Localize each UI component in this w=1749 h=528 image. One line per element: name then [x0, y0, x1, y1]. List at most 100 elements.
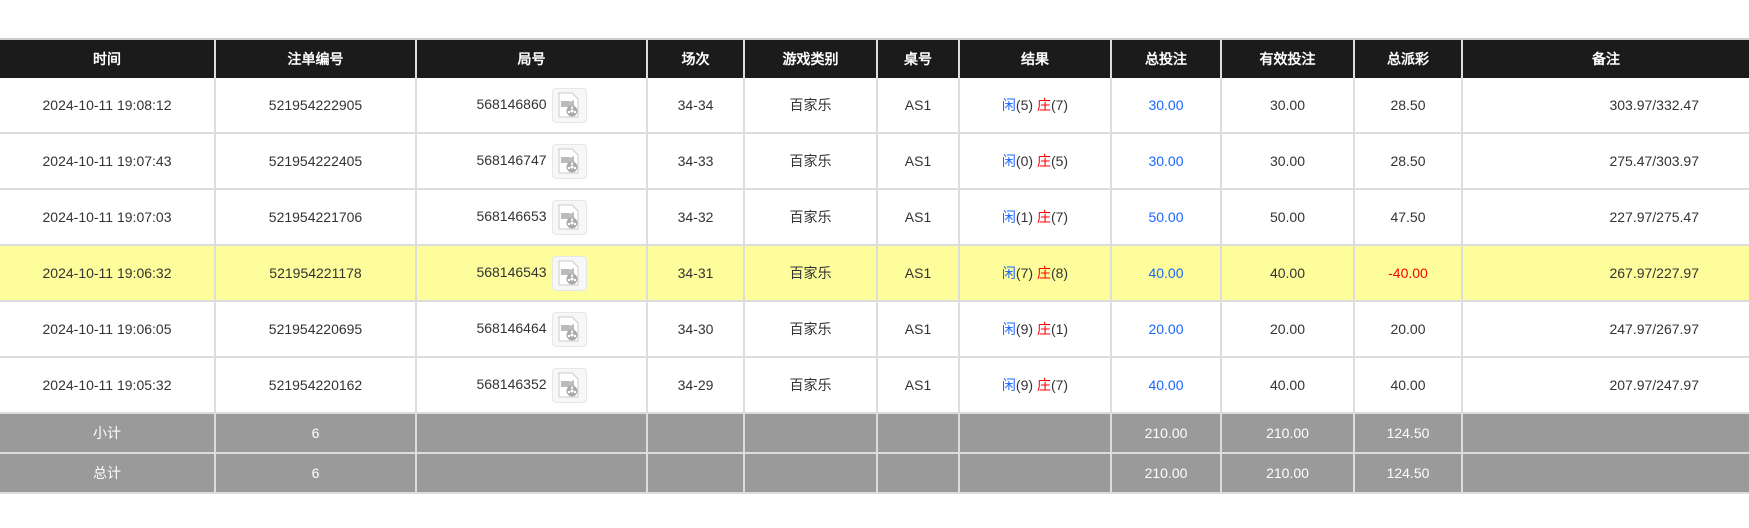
bet-records-table: 时间 注单编号 局号 场次 游戏类别 桌号 结果 总投注 有效投注 总派彩 备注 2024-10-1…	[0, 38, 1749, 494]
table-row: 2024-10-11 19:07:03 521954221706 5681466…	[0, 189, 1749, 246]
table-number: AS1	[876, 78, 959, 134]
video-replay-icon[interactable]	[551, 143, 587, 179]
round-cell: 568146653	[415, 189, 647, 246]
game-type: 百家乐	[743, 78, 877, 134]
round-number: 568146464	[476, 319, 547, 336]
table-number: AS1	[876, 357, 959, 414]
banker-points: (5)	[1050, 153, 1069, 169]
column-header-bet-id: 注单编号	[214, 38, 416, 78]
game-type: 百家乐	[743, 189, 877, 246]
banker-label: 庄	[1036, 153, 1051, 169]
table-number: AS1	[876, 301, 959, 358]
player-points: (9)	[1015, 321, 1034, 337]
player-points: (7)	[1015, 265, 1034, 281]
bet-time: 2024-10-11 19:06:32	[0, 245, 215, 302]
valid-bet: 30.00	[1220, 78, 1354, 134]
game-type: 百家乐	[743, 357, 877, 414]
column-header-round: 局号	[415, 38, 647, 78]
total-bet: 30.00	[1110, 133, 1221, 190]
bet-id: 521954220162	[214, 357, 416, 414]
player-label: 闲	[1001, 265, 1016, 281]
banker-points: (7)	[1050, 97, 1069, 113]
game-type: 百家乐	[743, 133, 877, 190]
shoe: 34-33	[646, 133, 744, 190]
video-replay-icon[interactable]	[551, 255, 587, 291]
summary-total-bet: 210.00	[1110, 413, 1221, 454]
round-number: 568146543	[476, 263, 547, 280]
banker-points: (1)	[1050, 321, 1069, 337]
column-header-payout: 总派彩	[1353, 38, 1462, 78]
round-cell: 568146464	[415, 301, 647, 358]
summary-label: 总计	[0, 453, 215, 494]
bet-time: 2024-10-11 19:05:32	[0, 357, 215, 414]
bet-time: 2024-10-11 19:07:03	[0, 189, 215, 246]
result: 闲(1) 庄(7)	[958, 189, 1111, 246]
bet-id: 521954222405	[214, 133, 416, 190]
remark: 267.97/227.97	[1461, 245, 1749, 302]
round-cell: 568146543	[415, 245, 647, 302]
column-header-shoe: 场次	[646, 38, 744, 78]
banker-label: 庄	[1036, 377, 1051, 393]
remark: 227.97/275.47	[1461, 189, 1749, 246]
round-cell: 568146352	[415, 357, 647, 414]
result: 闲(9) 庄(1)	[958, 301, 1111, 358]
video-replay-icon[interactable]	[551, 367, 587, 403]
bet-time: 2024-10-11 19:06:05	[0, 301, 215, 358]
payout: 28.50	[1353, 133, 1462, 190]
remark: 207.97/247.97	[1461, 357, 1749, 414]
total-bet: 50.00	[1110, 189, 1221, 246]
column-header-result: 结果	[958, 38, 1111, 78]
bet-time: 2024-10-11 19:08:12	[0, 78, 215, 134]
round-cell: 568146860	[415, 78, 647, 134]
player-label: 闲	[1001, 321, 1016, 337]
game-type: 百家乐	[743, 245, 877, 302]
table-row: 2024-10-11 19:05:32 521954220162 5681463…	[0, 357, 1749, 414]
bet-id: 521954220695	[214, 301, 416, 358]
table-row: 2024-10-11 19:08:12 521954222905 5681468…	[0, 78, 1749, 134]
game-type: 百家乐	[743, 301, 877, 358]
video-replay-icon[interactable]	[551, 311, 587, 347]
player-points: (0)	[1015, 153, 1034, 169]
player-label: 闲	[1001, 377, 1016, 393]
player-points: (5)	[1015, 97, 1034, 113]
column-header-remark: 备注	[1461, 38, 1749, 78]
total-bet: 40.00	[1110, 245, 1221, 302]
banker-label: 庄	[1036, 321, 1051, 337]
video-replay-icon[interactable]	[551, 87, 587, 123]
result: 闲(5) 庄(7)	[958, 78, 1111, 134]
shoe: 34-32	[646, 189, 744, 246]
banker-label: 庄	[1036, 209, 1051, 225]
video-replay-icon[interactable]	[551, 199, 587, 235]
remark: 247.97/267.97	[1461, 301, 1749, 358]
shoe: 34-30	[646, 301, 744, 358]
summary-label: 小计	[0, 413, 215, 454]
bet-id: 521954221706	[214, 189, 416, 246]
valid-bet: 40.00	[1220, 245, 1354, 302]
round-number: 568146860	[476, 95, 547, 112]
summary-valid-bet: 210.00	[1220, 413, 1354, 454]
total-bet: 40.00	[1110, 357, 1221, 414]
table-number: AS1	[876, 133, 959, 190]
banker-points: (8)	[1050, 265, 1069, 281]
round-number: 568146352	[476, 375, 547, 392]
payout: 28.50	[1353, 78, 1462, 134]
summary-payout: 124.50	[1353, 453, 1462, 494]
table-row: 2024-10-11 19:06:32 521954221178 5681465…	[0, 245, 1749, 302]
table-number: AS1	[876, 245, 959, 302]
table-row: 2024-10-11 19:06:05 521954220695 5681464…	[0, 301, 1749, 358]
summary-count: 6	[214, 453, 416, 494]
summary-payout: 124.50	[1353, 413, 1462, 454]
summary-valid-bet: 210.00	[1220, 453, 1354, 494]
table-header: 时间 注单编号 局号 场次 游戏类别 桌号 结果 总投注 有效投注 总派彩 备注	[0, 38, 1749, 78]
shoe: 34-29	[646, 357, 744, 414]
subtotal-row: 小计 6 210.00 210.00 124.50	[0, 413, 1749, 454]
valid-bet: 50.00	[1220, 189, 1354, 246]
valid-bet: 30.00	[1220, 133, 1354, 190]
round-number: 568146747	[476, 151, 547, 168]
bet-id: 521954222905	[214, 78, 416, 134]
banker-points: (7)	[1050, 209, 1069, 225]
payout: 47.50	[1353, 189, 1462, 246]
payout: -40.00	[1353, 245, 1462, 302]
table-number: AS1	[876, 189, 959, 246]
remark: 303.97/332.47	[1461, 78, 1749, 134]
